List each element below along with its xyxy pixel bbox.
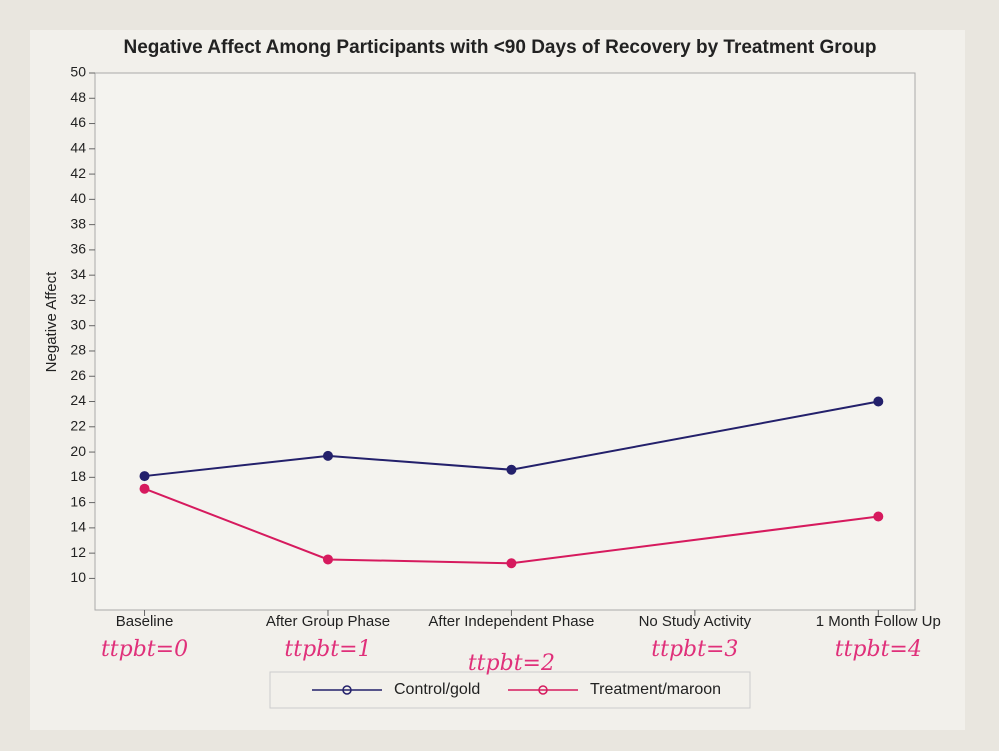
y-tick-label: 18 [70,468,86,484]
y-tick-label: 12 [70,544,86,560]
y-tick-label: 40 [70,190,86,206]
legend-label: Treatment/maroon [590,681,721,698]
data-point [506,558,517,569]
legend-symbol-marker [538,685,548,695]
y-tick-label: 48 [70,89,86,105]
y-tick-label: 20 [70,443,86,459]
y-tick-label: 10 [70,569,86,585]
data-point [873,511,884,522]
y-tick-label: 14 [70,519,86,535]
handwritten-note: ttpbt=4 [835,637,922,662]
y-tick-label: 28 [70,342,86,358]
x-tick-label: No Study Activity [639,613,752,630]
y-axis-label: Negative Affect [43,271,60,372]
y-tick-label: 50 [70,64,86,80]
y-tick-label: 30 [70,316,86,332]
legend-label: Control/gold [394,681,480,698]
y-tick-label: 22 [70,417,86,433]
y-tick-label: 46 [70,114,86,130]
data-point [873,396,884,407]
y-tick-label: 26 [70,367,86,383]
series-line [144,487,879,565]
plot-area [94,72,916,611]
y-tick-label: 34 [70,266,86,282]
chart-title: Negative Affect Among Participants with … [124,37,877,58]
x-tick-label: 1 Month Follow Up [816,613,941,630]
data-point [322,450,333,461]
x-tick-label: Baseline [116,613,174,630]
y-tick-label: 24 [70,392,86,408]
handwritten-note: ttpbt=3 [651,637,738,662]
handwritten-note: ttpbt=2 [468,651,555,676]
data-point [139,471,150,482]
data-point [506,464,517,475]
data-point [322,554,333,565]
handwritten-note: ttpbt=0 [101,637,188,662]
legend-box [269,671,751,709]
series-line [144,400,879,478]
handwritten-note: ttpbt=1 [284,637,371,662]
y-tick-label: 44 [70,140,86,156]
y-tick-label: 32 [70,291,86,307]
x-tick-label: After Independent Phase [428,613,594,630]
y-tick-label: 16 [70,493,86,509]
y-tick-label: 36 [70,241,86,257]
y-tick-label: 38 [70,215,86,231]
y-tick-label: 42 [70,165,86,181]
data-point [139,483,150,494]
x-tick-label: After Group Phase [266,613,390,630]
legend-symbol-marker [342,685,352,695]
